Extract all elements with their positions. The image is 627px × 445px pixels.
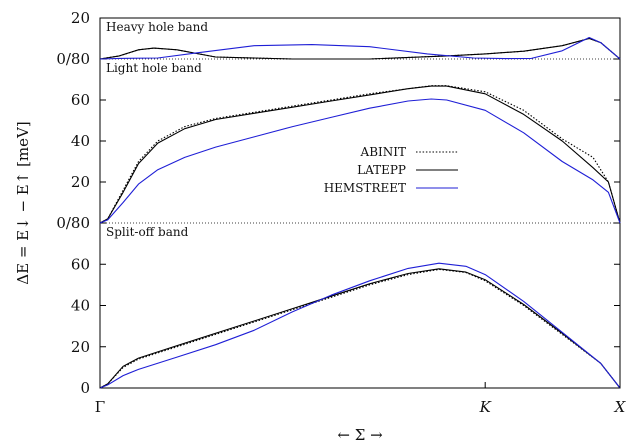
legend-label-hemstreet: HEMSTREET: [324, 181, 406, 195]
heavy-hole-band-ytick-label-1: 20: [71, 9, 90, 27]
legend-label-latepp: LATEPP: [357, 163, 406, 177]
heavy-hole-band-latepp-line: [99, 37, 621, 60]
split-off-band-ytick-label-0: 0: [80, 379, 90, 397]
panels: Heavy hole band 0/80 20 Light hole band 0/80…: [56, 9, 621, 397]
light-hole-band-ytick-label-2: 40: [71, 132, 90, 150]
light-hole-band-latepp-line: [99, 85, 621, 224]
y-axis-label: ΔE = E↓ − E↑ [meV]: [14, 121, 32, 284]
split-off-band-ytick-label-1: 20: [71, 338, 90, 356]
split-off-band-ytick-label-3: 60: [71, 255, 90, 273]
light-hole-band-ytick-label-1: 20: [71, 173, 90, 191]
x-axis-label: ← Σ →: [337, 426, 383, 444]
light-hole-band-ytick-label-3: 60: [71, 91, 90, 109]
legend-label-abinit: ABINIT: [360, 145, 406, 159]
plot-frame: [99, 17, 621, 389]
light-hole-band-hemstreet-line: [99, 98, 621, 224]
light-hole-band-label: Light hole band: [106, 61, 202, 75]
heavy-hole-band-ytick-label-0: 0/80: [56, 50, 90, 68]
xtick-label-2: X: [614, 398, 627, 416]
split-off-band-ytick-label-2: 40: [71, 297, 90, 315]
split-off-band-panel: Split-off band 0 20 40 60: [71, 225, 621, 397]
xtick-label-0: Γ: [95, 398, 105, 416]
light-hole-band-abinit-line: [99, 85, 621, 224]
light-hole-band-panel: Light hole band 0/80 20 40 60: [56, 61, 621, 232]
heavy-hole-band-hemstreet-line: [99, 36, 621, 60]
split-off-band-abinit-line: [99, 268, 621, 389]
split-off-band-label: Split-off band: [106, 225, 189, 239]
legend: ABINIT LATEPP HEMSTREET: [324, 145, 458, 195]
xtick-label-1: K: [479, 398, 492, 416]
heavy-hole-band-panel: Heavy hole band 0/80 20: [56, 9, 621, 68]
heavy-hole-band-label: Heavy hole band: [106, 20, 208, 34]
split-off-band-hemstreet-line: [99, 262, 621, 389]
light-hole-band-ytick-label-0: 0/80: [56, 214, 90, 232]
split-off-band-latepp-line: [99, 268, 621, 389]
